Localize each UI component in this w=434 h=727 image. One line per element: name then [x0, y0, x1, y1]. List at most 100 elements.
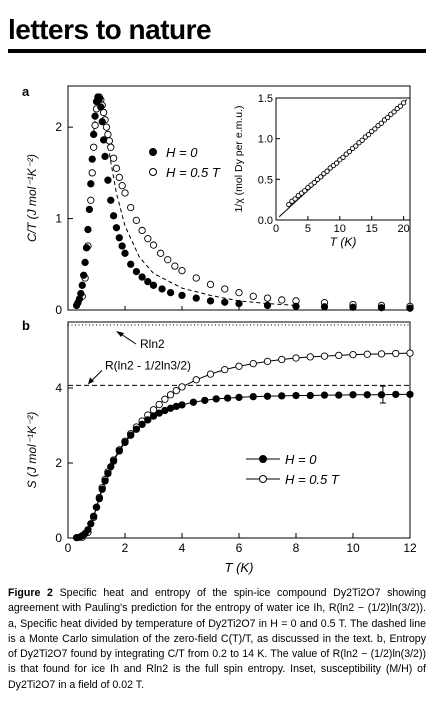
series-inset-point — [340, 154, 346, 161]
series-1-point — [335, 351, 343, 360]
legend-h05-marker — [149, 168, 157, 176]
series-0-point — [132, 267, 141, 276]
caption-label: Figure 2 — [8, 587, 53, 599]
inset-x-tick-label: 15 — [366, 223, 378, 235]
series-1-point — [278, 355, 286, 364]
series-1-point — [206, 370, 215, 378]
panel-b-chart: 0 2 4 0 2 4 6 8 10 12 T (K) S (J mol⁻¹K⁻²) Rln2 R(ln2… — [25, 321, 417, 575]
inset-x-tick-label: 20 — [397, 223, 409, 235]
series-1-point — [102, 123, 111, 131]
series-0-point — [87, 520, 95, 528]
y-tick-label: 1 — [55, 212, 62, 226]
series-1-point — [363, 350, 371, 358]
series-0-point — [349, 391, 357, 399]
series-0-point — [104, 176, 112, 184]
legend-h05-label: H = 0.5 T — [285, 472, 340, 487]
series-0-point — [109, 212, 118, 220]
inset-y-axis-label: 1/χ (mol Dy per e.m.u.) — [233, 105, 245, 212]
series-0-point — [144, 416, 152, 424]
series-0-point — [406, 304, 414, 312]
series-0-point — [149, 412, 158, 420]
y-tick-label: 0 — [55, 531, 62, 545]
series-0-point — [363, 391, 371, 399]
series-1-point — [178, 383, 186, 391]
rln2-annotation: Rln2 — [140, 337, 165, 351]
pauling-annotation: R(ln2 - 1/2ln3/2) — [105, 358, 191, 372]
series-inset-point — [391, 109, 397, 115]
series-0-point — [263, 392, 272, 400]
series-0-point — [127, 431, 135, 439]
series-1-point — [91, 121, 99, 129]
series-0-point — [292, 302, 300, 310]
series-1-point — [112, 164, 121, 172]
series-0-point — [109, 457, 118, 465]
legend-h05-marker — [259, 475, 267, 483]
series-0-point — [121, 438, 129, 447]
series-0-point — [118, 242, 126, 250]
series-0-point — [98, 118, 106, 126]
legend-h0-label: H = 0 — [166, 145, 198, 160]
series-1-point — [192, 376, 200, 384]
inset-x-tick-label: 0 — [273, 223, 279, 235]
inset-y-tick-label: 1.0 — [258, 134, 273, 146]
series-0-point — [138, 420, 146, 429]
x-tick-label: 4 — [179, 541, 186, 555]
series-0-point — [95, 494, 104, 503]
series-inset-point — [346, 149, 353, 155]
series-1-point — [121, 189, 129, 197]
series-inset-point — [385, 114, 391, 121]
inset-y-tick-label: 1.5 — [258, 93, 273, 105]
series-0-point — [406, 390, 414, 399]
series-0-point — [77, 289, 85, 298]
series-1-point — [164, 256, 172, 264]
series-0-point — [349, 303, 357, 311]
series-inset-point — [318, 174, 324, 180]
x-tick-label: 10 — [346, 541, 360, 555]
series-1-point — [306, 353, 314, 361]
series-0-point — [112, 224, 121, 232]
monte-carlo-dashed-line — [93, 100, 297, 306]
series-inset-point — [353, 143, 359, 149]
series-1-point — [278, 296, 286, 304]
series-inset-point — [324, 168, 330, 174]
series-0-point — [78, 281, 86, 289]
series-1-point — [132, 216, 141, 225]
series-0-point — [320, 391, 329, 399]
series-1-point — [172, 386, 180, 395]
inset-y-tick-label: 0.0 — [258, 215, 273, 227]
series-0-point — [98, 485, 106, 493]
series-0-point — [95, 95, 104, 103]
series-0-point — [101, 152, 109, 161]
series-0-point — [80, 271, 88, 279]
series-1-point — [292, 354, 300, 362]
legend-h0-marker — [149, 148, 157, 156]
entropy-h0-line — [76, 393, 410, 539]
series-inset-point — [365, 131, 372, 138]
series-1-point — [127, 203, 135, 212]
series-0-point — [335, 391, 343, 399]
y-tick-label: 0 — [55, 303, 62, 317]
series-1-point — [156, 249, 165, 257]
series-1-point — [249, 359, 257, 368]
series-0-point — [101, 477, 109, 485]
series-1-point — [155, 400, 163, 409]
y-tick-label: 4 — [55, 381, 62, 395]
x-axis-label: T (K) — [225, 560, 254, 575]
series-0-point — [99, 136, 108, 144]
series-0-point — [166, 288, 175, 297]
series-inset-point — [372, 126, 378, 132]
series-inset-point — [333, 160, 340, 166]
series-1-point — [206, 280, 215, 289]
series-0-point — [377, 391, 386, 399]
inset-x-tick-label: 10 — [334, 223, 346, 235]
y-tick-label: 2 — [55, 120, 62, 134]
x-tick-label: 8 — [293, 541, 300, 555]
panel-a-label: a — [22, 84, 30, 99]
series-0-point — [306, 391, 314, 400]
series-1-point — [377, 350, 386, 358]
series-0-point — [81, 258, 89, 267]
series-inset-point — [359, 137, 365, 143]
series-0-point — [104, 469, 112, 478]
series-1-point — [192, 274, 200, 282]
series-1-point — [144, 235, 152, 243]
